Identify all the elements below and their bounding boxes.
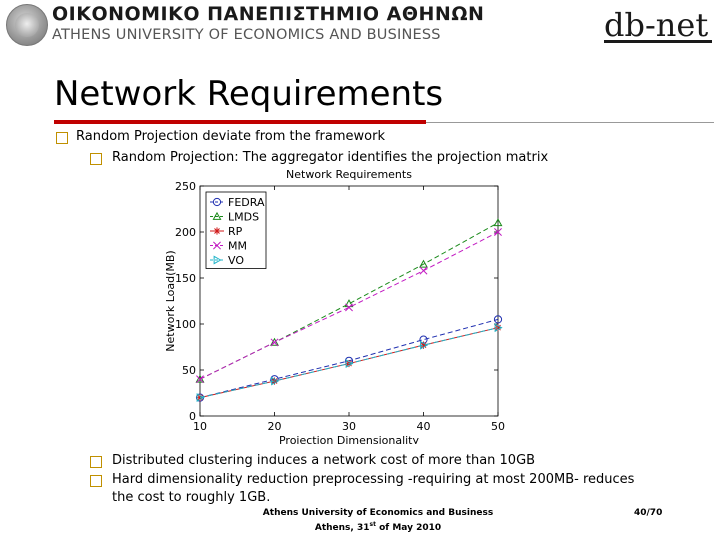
footer-institution: Athens University of Economics and Busin…: [228, 508, 528, 534]
legend-marker-fedra: [212, 197, 222, 207]
legend-label-lmds: LMDS: [228, 211, 259, 224]
university-seal-icon: [6, 4, 48, 46]
data-point-vo: [271, 376, 280, 386]
bullet-square-icon: [90, 475, 102, 487]
y-tick-label: 100: [175, 318, 196, 331]
data-point-lmds: [419, 259, 428, 268]
page-number: 40/70: [634, 508, 663, 518]
x-axis-label: Projection Dimensionality: [279, 434, 420, 444]
db-net-logo: db-net: [604, 6, 712, 44]
bullet-square-icon: [56, 132, 68, 144]
legend-label-rp: RP: [228, 225, 243, 238]
chart-title: Network Requirements: [286, 168, 412, 181]
x-tick-label: 50: [491, 420, 505, 433]
bullet-text-4-line-1: Hard dimensionality reduction preprocess…: [112, 472, 635, 487]
y-tick-label: 250: [175, 180, 196, 193]
x-tick-label: 20: [268, 420, 282, 433]
footer-line-2: Athens, 31st of May 2010: [314, 521, 442, 533]
bullet-text-4-line-2: the cost to roughly 1GB.: [112, 490, 271, 505]
data-point-rp: [419, 341, 428, 349]
data-point-fedra: [493, 315, 503, 324]
university-name-greek: ΟΙΚΟΝΟΜΙΚΟ ΠΑΝΕΠΙΣΤΗΜΙΟ ΑΘΗΝΩΝ: [52, 3, 485, 25]
data-point-vo: [345, 359, 354, 369]
bullet-text-2: Random Projection: The aggregator identi…: [112, 150, 549, 165]
university-name-english: ATHENS UNIVERSITY OF ECONOMICS AND BUSIN…: [52, 27, 441, 43]
x-tick-label: 40: [417, 420, 431, 433]
legend-marker-vo: [213, 255, 222, 265]
y-tick-label: 200: [175, 226, 196, 239]
db-net-logo-text: db-net: [604, 6, 708, 44]
data-point-lmds: [344, 299, 354, 308]
x-tick-label: 30: [342, 420, 356, 433]
data-point-mm: [494, 228, 502, 236]
bullet-text-3: Distributed clustering induces a network…: [112, 453, 536, 468]
data-point-mm: [419, 266, 428, 275]
data-point-mm: [196, 375, 204, 384]
slide-header: ΟΙΚΟΝΟΜΙΚΟ ΠΑΝΕΠΙΣΤΗΜΙΟ ΑΘΗΝΩΝ ATHENS UN…: [0, 0, 720, 60]
bullet-text-1: Random Projection deviate from the frame…: [76, 129, 385, 144]
legend-label-vo: VO: [228, 254, 244, 267]
bullet-square-icon: [90, 153, 102, 165]
network-requirements-chart: Network Requirements 10 20 30 40 50 0 50 100 150 2…: [164, 168, 505, 444]
data-point-vo: [420, 340, 429, 350]
bullet-square-icon: [90, 456, 102, 468]
series-line-mm: [199, 231, 499, 380]
data-point-lmds: [493, 218, 503, 227]
y-tick-label: 50: [182, 364, 196, 377]
data-point-vo: [494, 323, 503, 333]
series-line-vo: [199, 327, 499, 399]
legend-marker-rp: [213, 227, 221, 235]
legend-marker-lmds: [212, 211, 222, 220]
legend-label-mm: MM: [228, 240, 247, 253]
data-point-mm: [270, 338, 279, 347]
footer-line-1: Athens University of Economics and Busin…: [262, 508, 494, 518]
y-axis-label: Network Load(MB): [164, 250, 177, 351]
legend-label-fedra: FEDRA: [228, 196, 265, 209]
data-point-mm: [345, 303, 353, 312]
slide-title: Network Requirements: [54, 74, 444, 114]
legend-marker-mm: [213, 241, 221, 250]
y-tick-label: 150: [175, 272, 196, 285]
x-tick-label: 10: [193, 420, 207, 433]
y-tick-label: 0: [189, 410, 196, 423]
data-point-vo: [196, 393, 205, 403]
